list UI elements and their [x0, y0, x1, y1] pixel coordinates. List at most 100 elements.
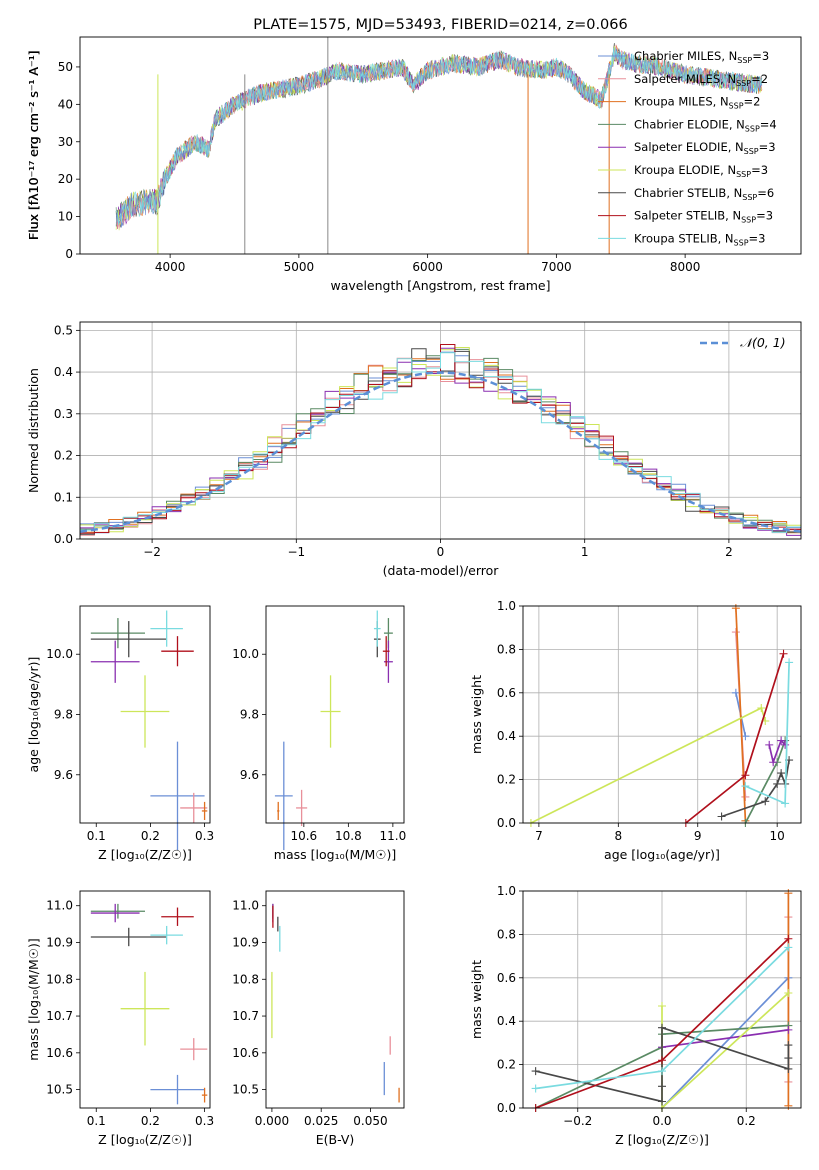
weight-line	[768, 738, 786, 766]
chart-title: PLATE=1575, MJD=53493, FIBERID=0214, z=0…	[253, 17, 627, 33]
legend-entry: Chabrier ELODIE, NSSP=4	[634, 117, 777, 133]
x-tick-label: 8000	[670, 260, 701, 274]
x-tick-label: 0.000	[255, 1114, 289, 1128]
weight-marker	[741, 771, 750, 780]
y-axis-label: Flux [fλ10⁻¹⁷ erg cm⁻² s⁻¹ A⁻¹]	[26, 51, 41, 240]
weight-marker	[777, 769, 786, 778]
y-tick-label: 0.6	[497, 971, 516, 985]
y-axis-label: Flux [fλ10⁻¹⁷ erg cm⁻² s⁻¹ A⁻¹]	[26, 50, 41, 239]
weight-lines-4	[526, 604, 794, 827]
y-tick-label: 9.8	[240, 708, 259, 722]
y-tick-label: 9.6	[240, 768, 259, 782]
legend-entry: 𝒩(0, 1)	[740, 335, 786, 350]
errorbars-5	[90, 903, 208, 1105]
weight-marker	[784, 1054, 793, 1063]
weight-marker	[779, 649, 788, 658]
x-axis-label: (data-model)/error	[383, 563, 500, 578]
x-tick-label: 0.2	[141, 1114, 160, 1128]
x-tick-label: 1	[581, 545, 589, 559]
x-tick-label: 0.0	[652, 1114, 671, 1128]
axes-frame-5	[76, 890, 211, 1112]
weight-marker	[757, 703, 766, 712]
x-axis-label: wavelength [Angstrom, rest frame]	[330, 278, 550, 293]
y-tick-label: 10.8	[46, 972, 73, 986]
weight-marker	[531, 1067, 540, 1076]
weight-marker	[773, 779, 782, 788]
weight-line	[530, 706, 767, 824]
weight-marker	[781, 799, 790, 808]
y-tick-label: 0.1	[54, 490, 73, 504]
weight-marker	[658, 1002, 666, 1011]
normal-curve	[79, 371, 802, 533]
y-tick-label: 9.6	[54, 768, 73, 782]
axes-frame-0	[76, 36, 802, 258]
y-tick-label: 0.2	[497, 773, 516, 787]
weight-marker	[761, 797, 770, 806]
errorbars-2	[90, 610, 208, 851]
y-tick-label: 0.0	[497, 1101, 516, 1115]
weight-marker	[717, 812, 726, 821]
y-axis-label: mass weight	[469, 675, 484, 754]
axes-4	[523, 605, 801, 824]
legend-entry: Chabrier MILES, NSSP=3	[634, 49, 769, 65]
y-tick-label: 10.7	[232, 1009, 259, 1023]
y-tick-label: 0.2	[497, 1058, 516, 1072]
weight-marker	[741, 792, 750, 801]
y-tick-label: 50	[58, 60, 73, 74]
spectrum-salpeter-miles	[116, 44, 763, 229]
y-tick-label: 1.0	[497, 884, 516, 898]
histograms	[79, 344, 802, 536]
x-tick-label: 2	[725, 545, 733, 559]
y-tick-label: 10.9	[46, 935, 73, 949]
axes-border	[79, 890, 211, 1109]
y-axis-label: mass [log₁₀(M/M☉)]	[26, 938, 41, 1060]
legend-entry: Salpeter MILES, NSSP=2	[634, 72, 768, 88]
y-tick-label: 1.0	[497, 599, 516, 613]
x-tick-label: 5000	[284, 260, 315, 274]
weight-line	[735, 608, 747, 821]
weight-marker	[784, 988, 793, 997]
y-tick-label: 10.6	[46, 1046, 73, 1060]
x-tick-label: 0	[437, 545, 445, 559]
y-tick-label: 0.0	[497, 816, 516, 830]
x-tick-label: 6000	[412, 260, 443, 274]
y-tick-label: 0.4	[54, 365, 73, 379]
y-tick-label: 10.8	[232, 972, 259, 986]
x-tick-label: 11.0	[380, 829, 407, 843]
x-axis-label: Z [log₁₀(Z/Z☉)]	[98, 1132, 192, 1147]
histogram-kroupa-stelib	[80, 352, 801, 533]
x-tick-label: 7	[535, 829, 543, 843]
weight-marker	[785, 658, 794, 667]
weight-marker	[784, 1041, 793, 1050]
x-tick-label: 8	[614, 829, 622, 843]
weight-lines-7	[531, 889, 793, 1112]
x-axis-label: age [log₁₀(age/yr)]	[604, 847, 720, 862]
legend-entry: Chabrier STELIB, NSSP=6	[634, 186, 774, 202]
weight-marker	[741, 782, 750, 791]
weight-marker	[731, 688, 740, 697]
x-tick-label: −1	[287, 545, 305, 559]
y-tick-label: 10.7	[46, 1009, 73, 1023]
x-tick-label: 4000	[155, 260, 186, 274]
weight-marker	[781, 740, 790, 749]
y-tick-label: 0.4	[497, 1014, 516, 1028]
y-tick-label: 0.5	[54, 323, 73, 337]
x-tick-label: 0.3	[195, 1114, 214, 1128]
weight-line	[661, 1029, 789, 1049]
legend-entry: Kroupa ELODIE, NSSP=3	[634, 163, 768, 179]
weight-line	[744, 740, 786, 824]
y-tick-label: 30	[58, 135, 73, 149]
spectrum-kroupa-stelib	[115, 47, 763, 226]
weight-marker	[731, 628, 740, 637]
x-axis-label: Z [log₁₀(Z/Z☉)]	[98, 847, 192, 862]
weight-marker	[658, 1097, 666, 1106]
y-tick-label: 0.4	[497, 729, 516, 743]
y-tick-label: 0.8	[497, 927, 516, 941]
weight-marker	[784, 1025, 793, 1034]
y-axis-label: age [log₁₀(age/yr)]	[26, 657, 41, 773]
axes-border	[522, 605, 802, 824]
weight-line	[661, 977, 790, 1109]
weight-marker	[731, 604, 740, 613]
spectrum-lines	[115, 37, 763, 254]
